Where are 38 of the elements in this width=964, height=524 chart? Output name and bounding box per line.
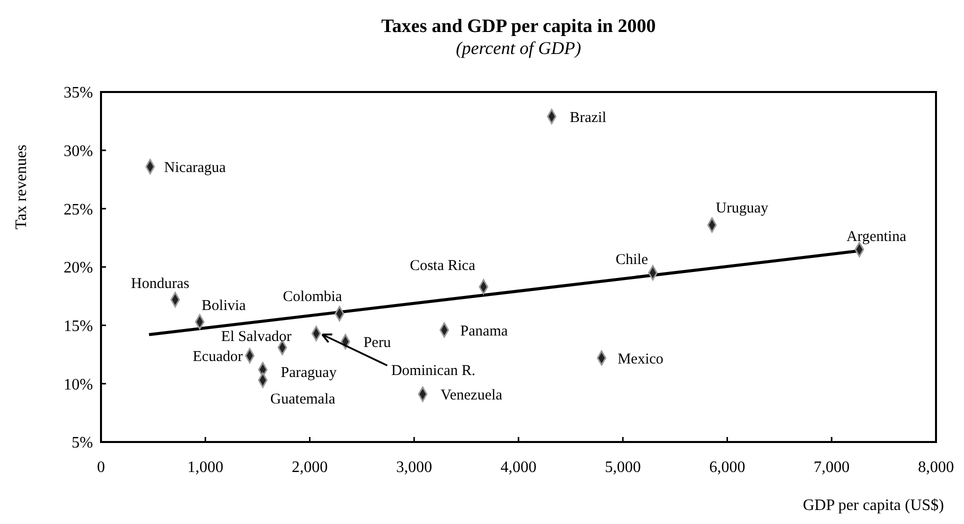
x-tick-label: 2,000 (292, 459, 328, 476)
x-tick-label: 0 (97, 459, 105, 476)
y-tick-label: 15% (64, 318, 93, 335)
x-tick-label: 4,000 (500, 459, 536, 476)
annotation: Paraguay (280, 364, 338, 381)
annotation: Mexico (618, 351, 664, 368)
y-tick-label: 5% (72, 434, 93, 452)
annotation: Peru (363, 334, 392, 351)
annotation: Colombia (282, 288, 342, 305)
annotation: Venezuela (440, 387, 503, 404)
annotation: Costa Rica (410, 258, 476, 274)
y-tick-label: 25% (64, 201, 93, 218)
x-tick-label: 6,000 (709, 459, 746, 476)
annotation: Uruguay (716, 200, 769, 216)
y-tick-label: 35% (64, 84, 93, 102)
annotation: Argentina (846, 228, 907, 245)
annotation: Guatemala (270, 391, 336, 408)
chart-title: Taxes and GDP per capita in 2000 (381, 16, 656, 37)
x-tick-label: 7,000 (814, 459, 850, 476)
annotation: Ecuador (192, 348, 243, 365)
y-tick-label: 20% (64, 260, 93, 277)
annotation: Brazil (570, 110, 606, 126)
x-tick-label: 3,000 (396, 459, 432, 476)
y-axis-title: Tax revenues (13, 144, 30, 230)
annotation: Dominican R. (391, 362, 476, 379)
x-tick-label: 1,000 (187, 459, 224, 476)
x-tick-label: 5,000 (604, 459, 641, 476)
annotation: Panama (460, 323, 508, 340)
annotation: Chile (616, 252, 648, 268)
x-tick-label: 8,000 (918, 459, 954, 476)
annotation: Nicaragua (164, 160, 226, 176)
y-tick-label: 30% (64, 142, 93, 160)
annotation: El Salvador (221, 328, 292, 345)
x-axis-title: GDP per capita (US$) (802, 497, 944, 514)
chart-subtitle: (percent of GDP) (456, 38, 582, 58)
annotation: Honduras (131, 276, 190, 292)
annotation: Bolivia (202, 298, 246, 314)
y-tick-label: 10% (64, 376, 93, 394)
